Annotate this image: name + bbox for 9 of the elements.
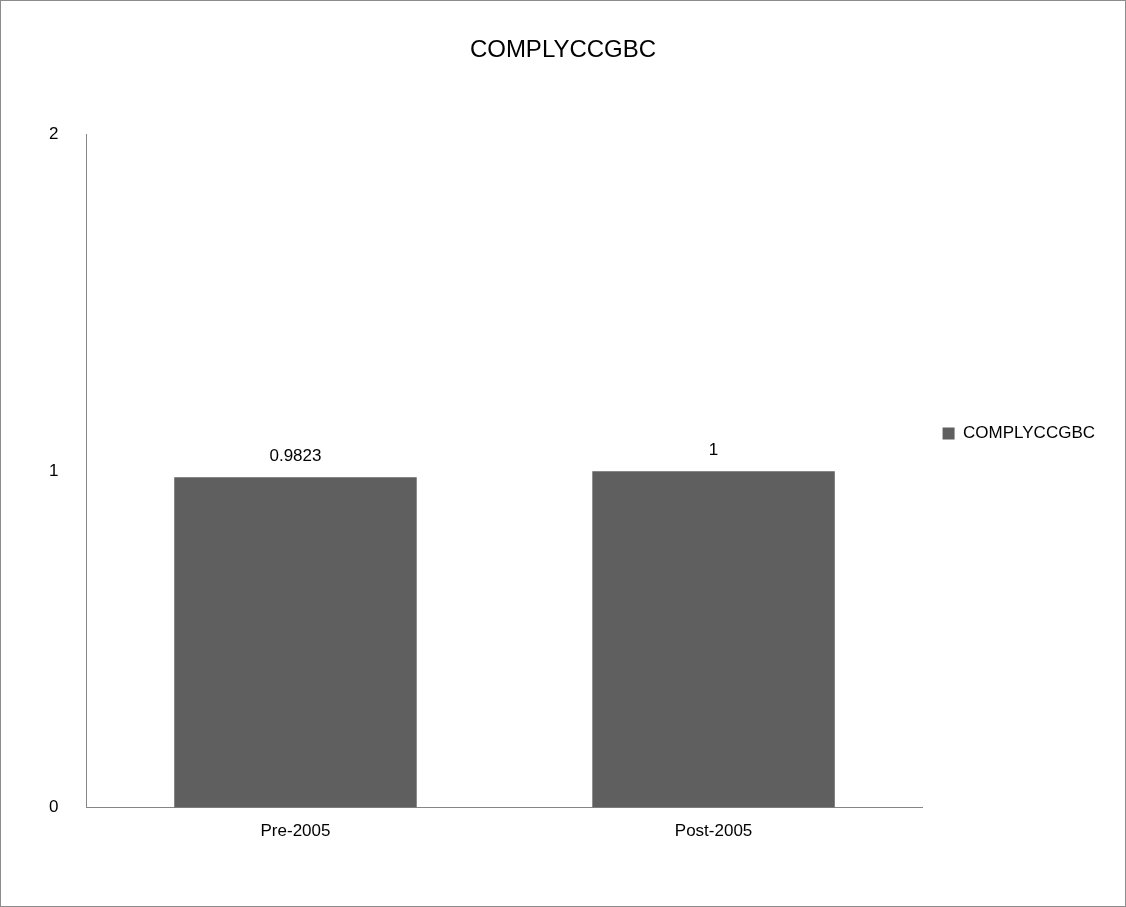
chart-title: COMPLYCCGBC <box>469 35 657 63</box>
x-tick-label: Pre-2005 <box>260 821 331 841</box>
x-tick-label: Post-2005 <box>674 821 753 841</box>
y-tick-label: 1 <box>48 460 59 480</box>
y-tick-label: 0 <box>48 797 59 817</box>
y-tick-label: 2 <box>48 124 59 144</box>
data-label: 1 <box>708 440 719 460</box>
data-label: 0.9823 <box>269 446 322 466</box>
legend-label: COMPLYCCGBC <box>963 423 1096 443</box>
